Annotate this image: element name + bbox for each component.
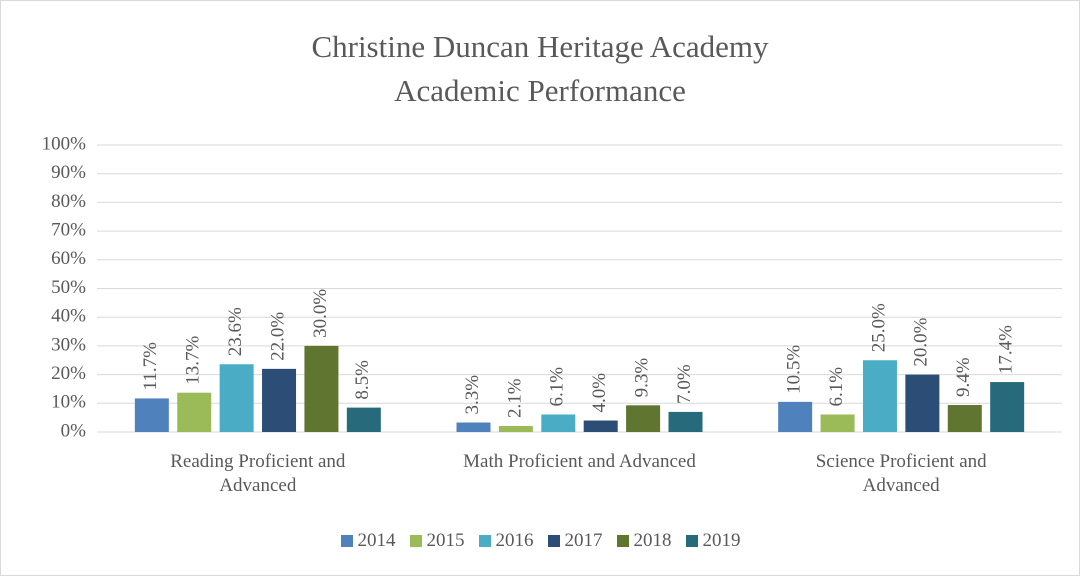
- bar: [219, 364, 254, 432]
- legend: 2014 2015 2016 2017 2018 2019: [0, 530, 1081, 552]
- data-label: 9.3%: [631, 358, 652, 398]
- bar: [778, 401, 813, 432]
- bar: [583, 420, 618, 432]
- data-label: 9.4%: [953, 357, 974, 397]
- data-label: 20.0%: [911, 317, 932, 366]
- legend-label: 2016: [495, 530, 534, 551]
- data-label: 3.3%: [462, 375, 483, 415]
- y-tick-label: 90%: [51, 162, 86, 183]
- legend-label: 2014: [357, 530, 396, 551]
- bar: [905, 374, 940, 432]
- legend-label: 2017: [564, 530, 603, 551]
- x-tick-label: Science Proficient and Advanced: [815, 451, 987, 496]
- bar: [541, 414, 576, 432]
- bar: [820, 414, 855, 432]
- bar: [990, 382, 1025, 432]
- y-tick-label: 60%: [51, 248, 86, 269]
- legend-swatch: [340, 535, 353, 547]
- bar: [498, 425, 533, 432]
- bar: [346, 407, 381, 432]
- x-tick-label: Reading Proficient and Advanced: [170, 451, 346, 496]
- legend-swatch: [547, 535, 560, 547]
- bar: [456, 422, 491, 432]
- y-tick-label: 30%: [51, 334, 86, 355]
- y-tick-label: 0%: [61, 420, 87, 441]
- legend-swatch: [685, 535, 698, 547]
- data-label: 17.4%: [996, 325, 1017, 374]
- data-label: 22.0%: [267, 312, 288, 361]
- data-label: 6.1%: [547, 367, 568, 407]
- legend-swatch: [409, 535, 422, 547]
- y-tick-label: 20%: [51, 363, 86, 384]
- bar: [134, 398, 169, 432]
- legend-swatch: [616, 535, 629, 547]
- legend-item: 2017: [547, 530, 603, 552]
- data-label: 23.6%: [225, 307, 246, 356]
- legend-label: 2015: [426, 530, 465, 551]
- data-label: 7.0%: [674, 364, 695, 404]
- legend-label: 2018: [633, 530, 672, 551]
- legend-item: 2014: [340, 530, 396, 552]
- legend-item: 2015: [409, 530, 465, 552]
- y-tick-label: 80%: [51, 191, 86, 212]
- legend-item: 2019: [685, 530, 741, 552]
- bar: [862, 360, 897, 432]
- bar: [304, 345, 339, 432]
- bar: [262, 368, 297, 432]
- y-tick-label: 10%: [51, 392, 86, 413]
- bar: [668, 411, 703, 432]
- y-tick-label: 40%: [51, 306, 86, 327]
- legend-item: 2016: [478, 530, 534, 552]
- y-tick-label: 70%: [51, 219, 86, 240]
- chart-title: Academic Performance: [394, 73, 686, 108]
- data-label: 6.1%: [826, 367, 847, 407]
- x-tick-label: Math Proficient and Advanced: [463, 451, 696, 472]
- y-tick-label: 50%: [51, 277, 86, 298]
- data-label: 13.7%: [183, 335, 204, 384]
- legend-label: 2019: [702, 530, 741, 551]
- data-label: 2.1%: [504, 378, 525, 418]
- data-label: 25.0%: [868, 303, 889, 352]
- y-tick-label: 100%: [42, 133, 87, 154]
- data-label: 4.0%: [589, 373, 610, 413]
- data-label: 11.7%: [140, 342, 161, 391]
- data-label: 10.5%: [784, 345, 805, 394]
- data-label: 8.5%: [352, 360, 373, 400]
- bar: [626, 405, 661, 432]
- legend-swatch: [478, 535, 491, 547]
- data-label: 30.0%: [310, 289, 331, 338]
- bar: [177, 392, 212, 432]
- bar: [947, 405, 982, 432]
- chart-title: Christine Duncan Heritage Academy: [311, 29, 769, 64]
- legend-item: 2018: [616, 530, 672, 552]
